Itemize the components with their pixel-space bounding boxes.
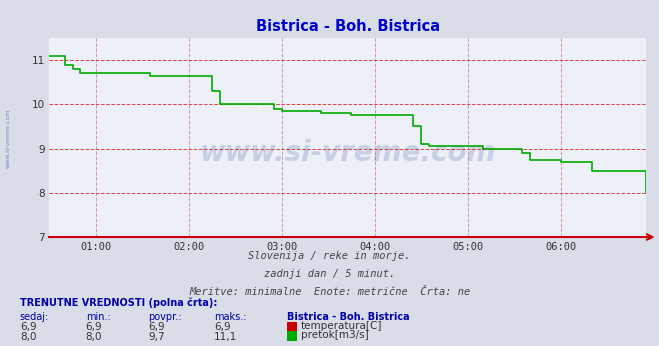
Text: 6,9: 6,9	[86, 322, 102, 333]
Text: zadnji dan / 5 minut.: zadnji dan / 5 minut.	[264, 269, 395, 279]
Text: 6,9: 6,9	[20, 322, 36, 333]
Text: 8,0: 8,0	[20, 332, 36, 342]
Text: Slovenija / reke in morje.: Slovenija / reke in morje.	[248, 251, 411, 261]
Text: povpr.:: povpr.:	[148, 312, 182, 322]
Text: Bistrica - Boh. Bistrica: Bistrica - Boh. Bistrica	[287, 312, 409, 322]
Text: min.:: min.:	[86, 312, 111, 322]
Text: temperatura[C]: temperatura[C]	[301, 321, 383, 331]
Text: Meritve: minimalne  Enote: metrične  Črta: ne: Meritve: minimalne Enote: metrične Črta:…	[189, 287, 470, 297]
Text: 6,9: 6,9	[148, 322, 165, 333]
Text: www.si-vreme.com: www.si-vreme.com	[200, 139, 496, 167]
Text: 6,9: 6,9	[214, 322, 231, 333]
Text: 8,0: 8,0	[86, 332, 102, 342]
Title: Bistrica - Boh. Bistrica: Bistrica - Boh. Bistrica	[256, 19, 440, 34]
Text: 9,7: 9,7	[148, 332, 165, 342]
Text: TRENUTNE VREDNOSTI (polna črta):: TRENUTNE VREDNOSTI (polna črta):	[20, 298, 217, 308]
Text: 11,1: 11,1	[214, 332, 237, 342]
Text: pretok[m3/s]: pretok[m3/s]	[301, 330, 369, 340]
Text: www.si-vreme.com: www.si-vreme.com	[5, 109, 11, 168]
Text: maks.:: maks.:	[214, 312, 246, 322]
Text: sedaj:: sedaj:	[20, 312, 49, 322]
